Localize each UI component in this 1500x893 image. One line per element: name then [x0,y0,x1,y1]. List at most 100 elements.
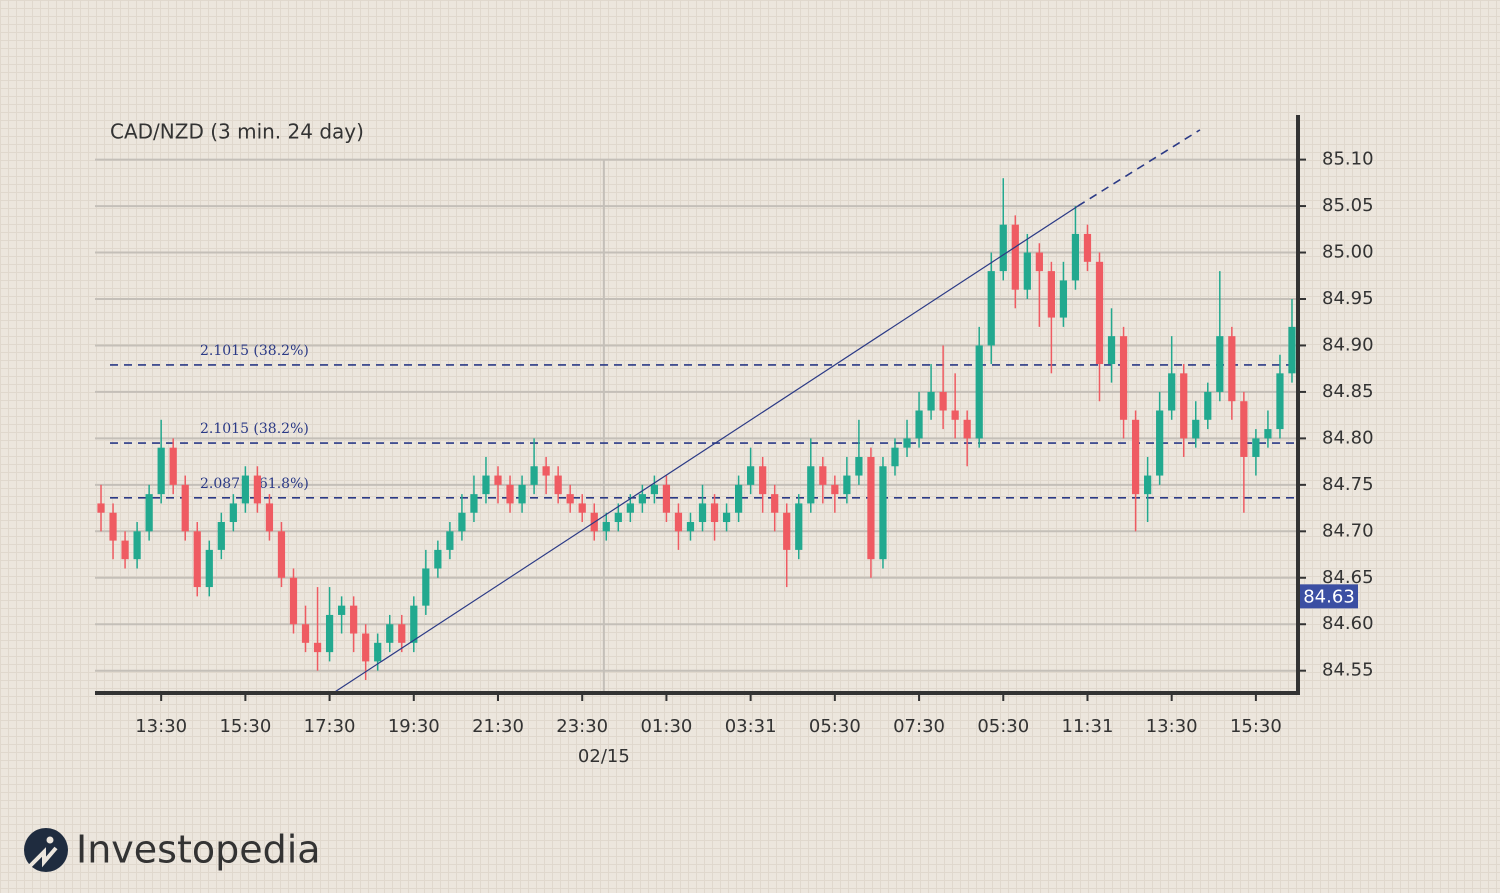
y-tick-label: 84.60 [1322,613,1374,634]
y-tick-label: 84.65 [1322,567,1374,588]
candle-body [121,540,129,560]
candle-body [999,224,1007,272]
candle-body [783,512,791,550]
candle-body [193,531,201,588]
candle-body [951,410,959,420]
x-tick-label: 13:30 [1146,716,1198,737]
candle-body [1107,336,1116,365]
candle-body [722,512,731,523]
day-divider-label: 02/15 [578,746,630,767]
candle-body [1119,336,1128,420]
trendline [332,205,1079,694]
y-tick-label: 84.80 [1322,427,1374,448]
y-tick-label: 85.00 [1322,242,1374,263]
candle-body [879,466,887,560]
candle-body [1228,336,1236,402]
candle-body [169,447,177,485]
candle-body [205,549,213,588]
candle-body [338,605,346,615]
candle-body [301,624,310,643]
candle-body [1059,280,1068,318]
candle-body [1216,336,1224,392]
candle-body [362,633,370,662]
candle-body [1156,410,1164,476]
candle-body [638,494,646,504]
candle-body [374,642,382,662]
y-tick-label: 84.70 [1322,520,1374,541]
y-tick-label: 85.05 [1322,195,1374,216]
candle-body [410,605,418,643]
x-tick-label: 15:30 [219,716,271,737]
candle-body [277,531,286,578]
candle-body [422,568,430,606]
logo-text: Investopedia [76,828,321,872]
candle-body [927,391,935,411]
candle-body [1071,233,1080,281]
candle-body [566,494,574,504]
candle-body [626,503,634,513]
candle-body [229,503,237,523]
candle-body [891,447,899,467]
candle-body [939,391,947,411]
candle-body [698,503,707,523]
candle-body [482,475,490,495]
x-tick-label: 21:30 [472,716,524,737]
chart-title: CAD/NZD (3 min. 24 day) [110,120,364,144]
candle-body [217,522,225,550]
candle-body [1095,261,1104,365]
x-tick-label: 03:31 [725,716,777,737]
candle-body [1204,391,1212,420]
candle-body [759,466,767,495]
candle-body [686,522,695,532]
candle-body [578,503,586,513]
candle-body [350,605,358,634]
level-label: 2.1015 (38.2%) [200,343,309,359]
candle-body [963,419,971,439]
x-tick-label: 11:31 [1062,716,1114,737]
candle-body [458,512,466,532]
candle-body [181,484,189,532]
candle-body [386,624,394,643]
candle-body [253,475,262,504]
candle-body [325,614,334,653]
candle-body [795,503,803,550]
x-tick-label: 17:30 [304,716,356,737]
candle-body [494,475,502,485]
candle-body [265,503,274,532]
candle-body [987,271,995,346]
candle-body [843,475,851,495]
candle-body [807,466,815,504]
x-tick-label: 05:30 [809,716,861,737]
candle-body [1047,271,1055,318]
candle-body [470,494,478,513]
x-tick-label: 23:30 [556,716,608,737]
candle-body [819,466,827,485]
candle-body [734,484,743,513]
candle-body [97,503,105,513]
last-price-badge [1300,584,1358,609]
candle-body [506,484,514,504]
candle-body [1168,373,1176,411]
candle-body [1023,252,1031,290]
candle-body [1180,373,1188,439]
candle-body [542,466,550,476]
candle-body [1252,438,1260,457]
candle-body [747,466,755,485]
x-tick-label: 07:30 [893,716,945,737]
y-tick-label: 84.55 [1322,660,1374,681]
x-tick-label: 01:30 [640,716,692,737]
candle-body [662,484,671,513]
y-tick-label: 84.85 [1322,381,1374,402]
candle-body [133,531,141,560]
candle-body [1131,419,1140,495]
trendline-extension [1077,129,1201,207]
candle-body [1144,475,1152,495]
candle-body [674,512,683,532]
candle-body [398,624,406,643]
x-tick-label: 15:30 [1230,716,1282,737]
candle-body [1035,252,1043,272]
candle-body [446,531,454,550]
x-tick-label: 19:30 [388,716,440,737]
candle-body [867,456,875,560]
